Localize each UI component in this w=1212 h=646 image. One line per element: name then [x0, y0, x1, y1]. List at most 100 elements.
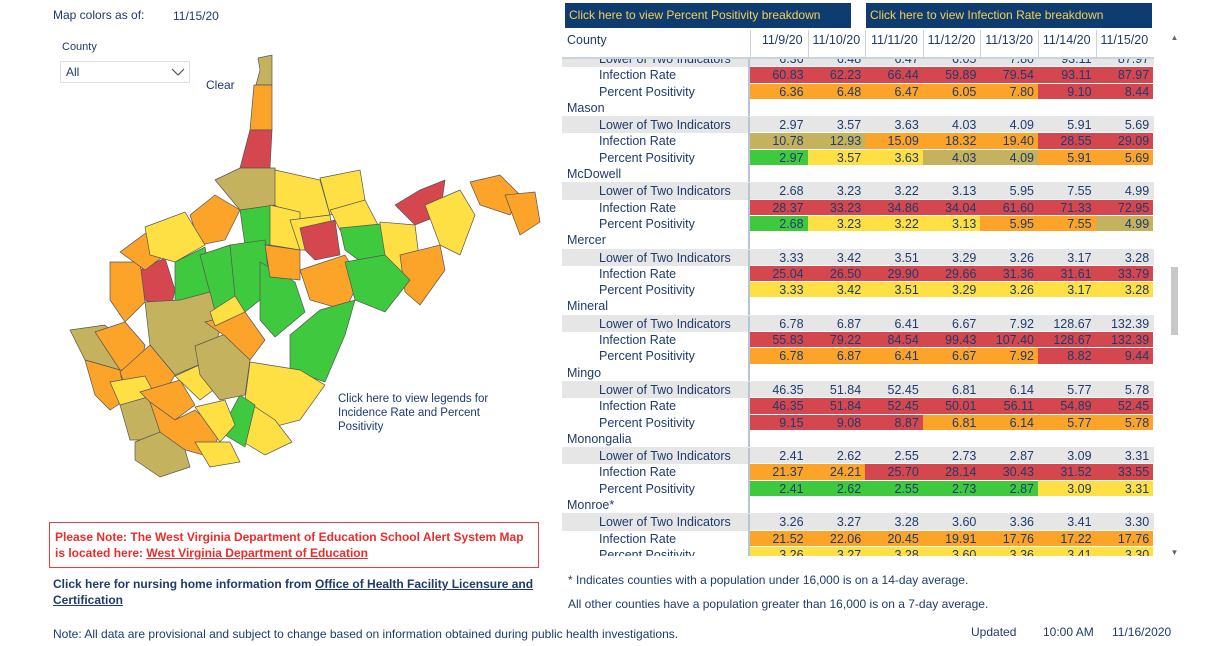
county-shape[interactable]: [84, 359, 126, 411]
value-cell: 29.66: [922, 265, 981, 283]
value-cell: 128.67: [1038, 316, 1096, 333]
value-cell: 56.11: [980, 398, 1038, 415]
value-cell: 55.83: [750, 332, 808, 349]
county-shape[interactable]: [194, 399, 236, 443]
table-row: Infection Rate 28.37 33.23 34.86 34.04 61.60 7…: [562, 199, 1154, 216]
county-shape[interactable]: [144, 211, 206, 263]
value-cell: 17.76: [980, 530, 1038, 547]
value-cell: 3.23: [807, 183, 866, 200]
county-shape[interactable]: [264, 244, 301, 281]
table-scrollbar[interactable]: ▲ ▼: [1170, 33, 1179, 557]
value-cell: 6.87: [807, 348, 866, 365]
column-header-date[interactable]: 11/14/20: [1038, 30, 1096, 57]
value-cell: 2.73: [922, 480, 981, 498]
value-cell: 6.41: [865, 316, 923, 333]
county-shape[interactable]: [239, 129, 273, 169]
value-cell: 9.44: [1095, 348, 1154, 365]
county-shape[interactable]: [209, 295, 246, 327]
value-cell: 6.81: [922, 414, 981, 431]
disclaimer: Note: All data are provisional and subje…: [53, 627, 679, 641]
value-cell: 9.10: [1038, 83, 1096, 100]
nursing-home-text: Click here for nursing home information …: [53, 577, 316, 591]
value-cell: 3.28: [865, 546, 923, 556]
value-cell: 3.31: [1095, 480, 1154, 498]
updated-time: 10:00 AM: [1043, 625, 1094, 639]
scrollbar-thumb[interactable]: [1171, 267, 1178, 335]
metric-label: Percent Positivity: [599, 547, 695, 556]
scroll-up-icon[interactable]: ▲: [1170, 33, 1179, 42]
infection-rate-button[interactable]: Click here to view Infection Rate breakd…: [866, 3, 1152, 28]
metric-label: Percent Positivity: [599, 349, 695, 364]
metric-label: Lower of Two Indicators: [599, 184, 731, 199]
value-cell: 59.89: [922, 67, 981, 84]
value-cell: 28.55: [1038, 133, 1096, 150]
value-cell: 3.09: [1038, 448, 1096, 465]
value-cell: 51.84: [807, 382, 866, 399]
metric-label: Lower of Two Indicators: [599, 250, 731, 265]
legend-link[interactable]: Click here to view legends for Incidence…: [338, 393, 489, 433]
county-shape[interactable]: [424, 189, 476, 256]
county-shape[interactable]: [399, 244, 446, 306]
value-cell: 2.68: [750, 183, 808, 200]
value-cell: 3.29: [922, 250, 981, 266]
county-shape[interactable]: [134, 431, 191, 478]
value-cell: 3.26: [750, 514, 808, 531]
value-cell: 10.78: [750, 133, 808, 150]
table-row: Infection Rate 46.35 51.84 52.45 50.01 56.11 5…: [562, 398, 1154, 415]
county-shape[interactable]: [299, 219, 341, 261]
value-cell: 3.23: [807, 215, 866, 233]
value-cell: 6.78: [750, 316, 808, 333]
county-shape[interactable]: [504, 191, 541, 236]
county-shape[interactable]: [255, 54, 273, 86]
value-cell: 3.26: [980, 250, 1038, 266]
value-cell: 5.95: [980, 215, 1038, 233]
footnote-small-population: * Indicates counties with a population u…: [568, 573, 969, 587]
value-cell: 3.28: [865, 514, 923, 531]
scroll-down-icon[interactable]: ▼: [1170, 548, 1179, 557]
table-row: Infection Rate 10.78 12.93 15.09 18.32 19.40 2…: [562, 133, 1154, 150]
value-cell: 5.77: [1038, 382, 1096, 399]
value-cell: 7.80: [980, 83, 1038, 100]
map-colors-label: Map colors as of:: [53, 8, 145, 22]
county-name: Mason: [567, 100, 605, 115]
column-header-date[interactable]: 11/9/20: [750, 30, 808, 57]
value-cell: 21.37: [750, 464, 808, 481]
table-row: Infection Rate 60.83 62.23 66.44 59.89 79.54 9…: [562, 67, 1154, 84]
value-cell: 46.35: [750, 398, 808, 415]
value-cell: 3.60: [922, 514, 981, 531]
value-cell: 2.41: [750, 448, 808, 465]
county-shape[interactable]: [219, 394, 256, 448]
county-shape[interactable]: [249, 84, 273, 131]
table-body: Lower of Two Indicators 6.36 6.48 6.47 6.05 7…: [562, 51, 1154, 556]
county-shape[interactable]: [299, 254, 361, 311]
ohflac-link[interactable]: Office of Health Facility Licensure and …: [53, 577, 534, 607]
table-row: Lower of Two Indicators 46.35 51.84 52.45 6.…: [562, 381, 1154, 399]
county-map[interactable]: [0, 0, 560, 500]
percent-positivity-button[interactable]: Click here to view Percent Positivity br…: [565, 3, 851, 28]
value-cell: 3.42: [807, 250, 866, 266]
county-shape[interactable]: [109, 261, 146, 323]
wvde-link[interactable]: West Virginia Department of Education: [146, 546, 368, 560]
column-header-date[interactable]: 11/15/20: [1095, 30, 1154, 57]
value-cell: 4.03: [922, 149, 981, 167]
county-shape[interactable]: [194, 441, 241, 468]
county-shape[interactable]: [344, 254, 411, 313]
metric-label: Infection Rate: [599, 399, 677, 414]
county-dropdown[interactable]: All: [60, 61, 190, 83]
county-shape[interactable]: [139, 379, 196, 421]
value-cell: 19.40: [980, 133, 1038, 150]
column-header-county[interactable]: County: [567, 33, 607, 47]
value-cell: 3.60: [922, 546, 981, 556]
column-header-date[interactable]: 11/13/20: [980, 30, 1038, 57]
column-header-date[interactable]: 11/11/20: [865, 30, 923, 57]
value-cell: 6.36: [750, 83, 808, 100]
value-cell: 52.45: [865, 382, 923, 399]
clear-button[interactable]: Clear: [206, 78, 235, 92]
value-cell: 2.68: [750, 215, 808, 233]
value-cell: 6.47: [865, 83, 923, 100]
value-cell: 19.91: [922, 530, 981, 547]
column-header-date[interactable]: 11/12/20: [922, 30, 981, 57]
value-cell: 4.09: [980, 149, 1038, 167]
value-cell: 15.09: [865, 133, 923, 150]
column-header-date[interactable]: 11/10/20: [807, 30, 866, 57]
